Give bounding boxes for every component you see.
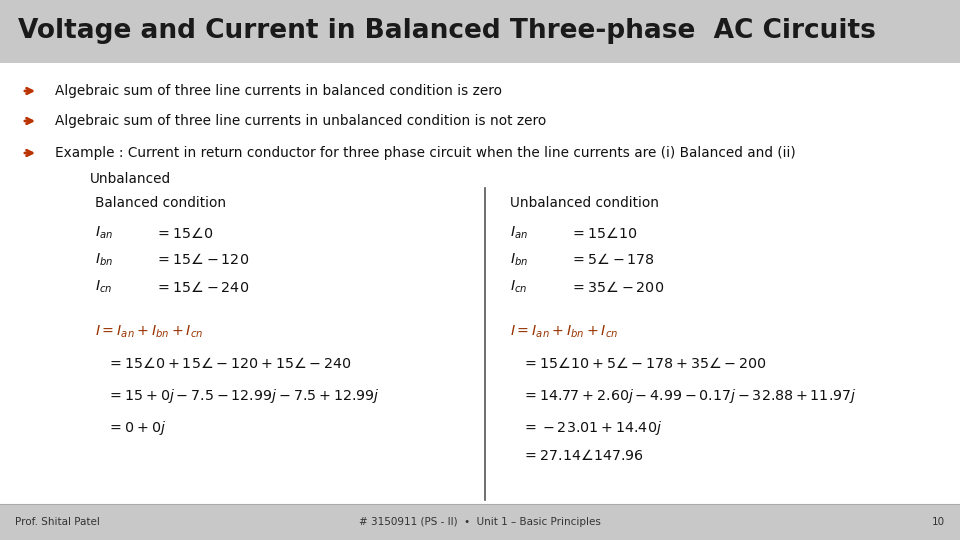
Text: Unbalanced: Unbalanced <box>90 172 171 186</box>
Text: Example : Current in return conductor for three phase circuit when the line curr: Example : Current in return conductor fo… <box>55 146 796 160</box>
Text: $I = I_{an} + I_{bn} + I_{cn}$: $I = I_{an} + I_{bn} + I_{cn}$ <box>95 324 204 340</box>
Text: Prof. Shital Patel: Prof. Shital Patel <box>15 517 100 527</box>
Text: $= -23.01 + 14.40j$: $= -23.01 + 14.40j$ <box>522 419 662 437</box>
Text: $= 5\angle -178$: $= 5\angle -178$ <box>570 253 655 267</box>
Text: $= 15 + 0j - 7.5 - 12.99j - 7.5 + 12.99j$: $= 15 + 0j - 7.5 - 12.99j - 7.5 + 12.99j… <box>107 387 380 405</box>
Text: $I_{an}$: $I_{an}$ <box>95 225 113 241</box>
Text: $= 15\angle 10$: $= 15\angle 10$ <box>570 226 637 240</box>
Text: $I_{an}$: $I_{an}$ <box>510 225 528 241</box>
Text: Voltage and Current in Balanced Three-phase  AC Circuits: Voltage and Current in Balanced Three-ph… <box>18 18 876 44</box>
Text: Algebraic sum of three line currents in unbalanced condition is not zero: Algebraic sum of three line currents in … <box>55 114 546 128</box>
Text: $= 15\angle -120$: $= 15\angle -120$ <box>155 253 250 267</box>
Text: $= 15\angle 0$: $= 15\angle 0$ <box>155 226 213 240</box>
Text: # 3150911 (PS - II)  •  Unit 1 – Basic Principles: # 3150911 (PS - II) • Unit 1 – Basic Pri… <box>359 517 601 527</box>
Text: $= 35\angle -200$: $= 35\angle -200$ <box>570 280 664 294</box>
Bar <box>0 63 960 504</box>
Text: 10: 10 <box>932 517 945 527</box>
Text: $= 15\angle 10 + 5\angle -178 + 35\angle -200$: $= 15\angle 10 + 5\angle -178 + 35\angle… <box>522 356 767 372</box>
Text: $I = I_{an} + I_{bn} + I_{cn}$: $I = I_{an} + I_{bn} + I_{cn}$ <box>510 324 618 340</box>
Text: $= 27.14\angle 147.96$: $= 27.14\angle 147.96$ <box>522 449 644 463</box>
Text: $I_{bn}$: $I_{bn}$ <box>510 252 528 268</box>
Bar <box>0 0 960 63</box>
Text: $= 15\angle 0 + 15\angle -120 + 15\angle -240$: $= 15\angle 0 + 15\angle -120 + 15\angle… <box>107 356 351 372</box>
Text: $I_{bn}$: $I_{bn}$ <box>95 252 113 268</box>
Text: Balanced condition: Balanced condition <box>95 196 227 210</box>
Bar <box>0 504 960 540</box>
Text: Algebraic sum of three line currents in balanced condition is zero: Algebraic sum of three line currents in … <box>55 84 502 98</box>
Text: $= 0 + 0j$: $= 0 + 0j$ <box>107 419 166 437</box>
Text: $= 15\angle -240$: $= 15\angle -240$ <box>155 280 250 294</box>
Text: $= 14.77 + 2.60j - 4.99 - 0.17j - 32.88 + 11.97j$: $= 14.77 + 2.60j - 4.99 - 0.17j - 32.88 … <box>522 387 856 405</box>
Text: $I_{cn}$: $I_{cn}$ <box>95 279 112 295</box>
Text: Unbalanced condition: Unbalanced condition <box>510 196 659 210</box>
Text: $I_{cn}$: $I_{cn}$ <box>510 279 527 295</box>
